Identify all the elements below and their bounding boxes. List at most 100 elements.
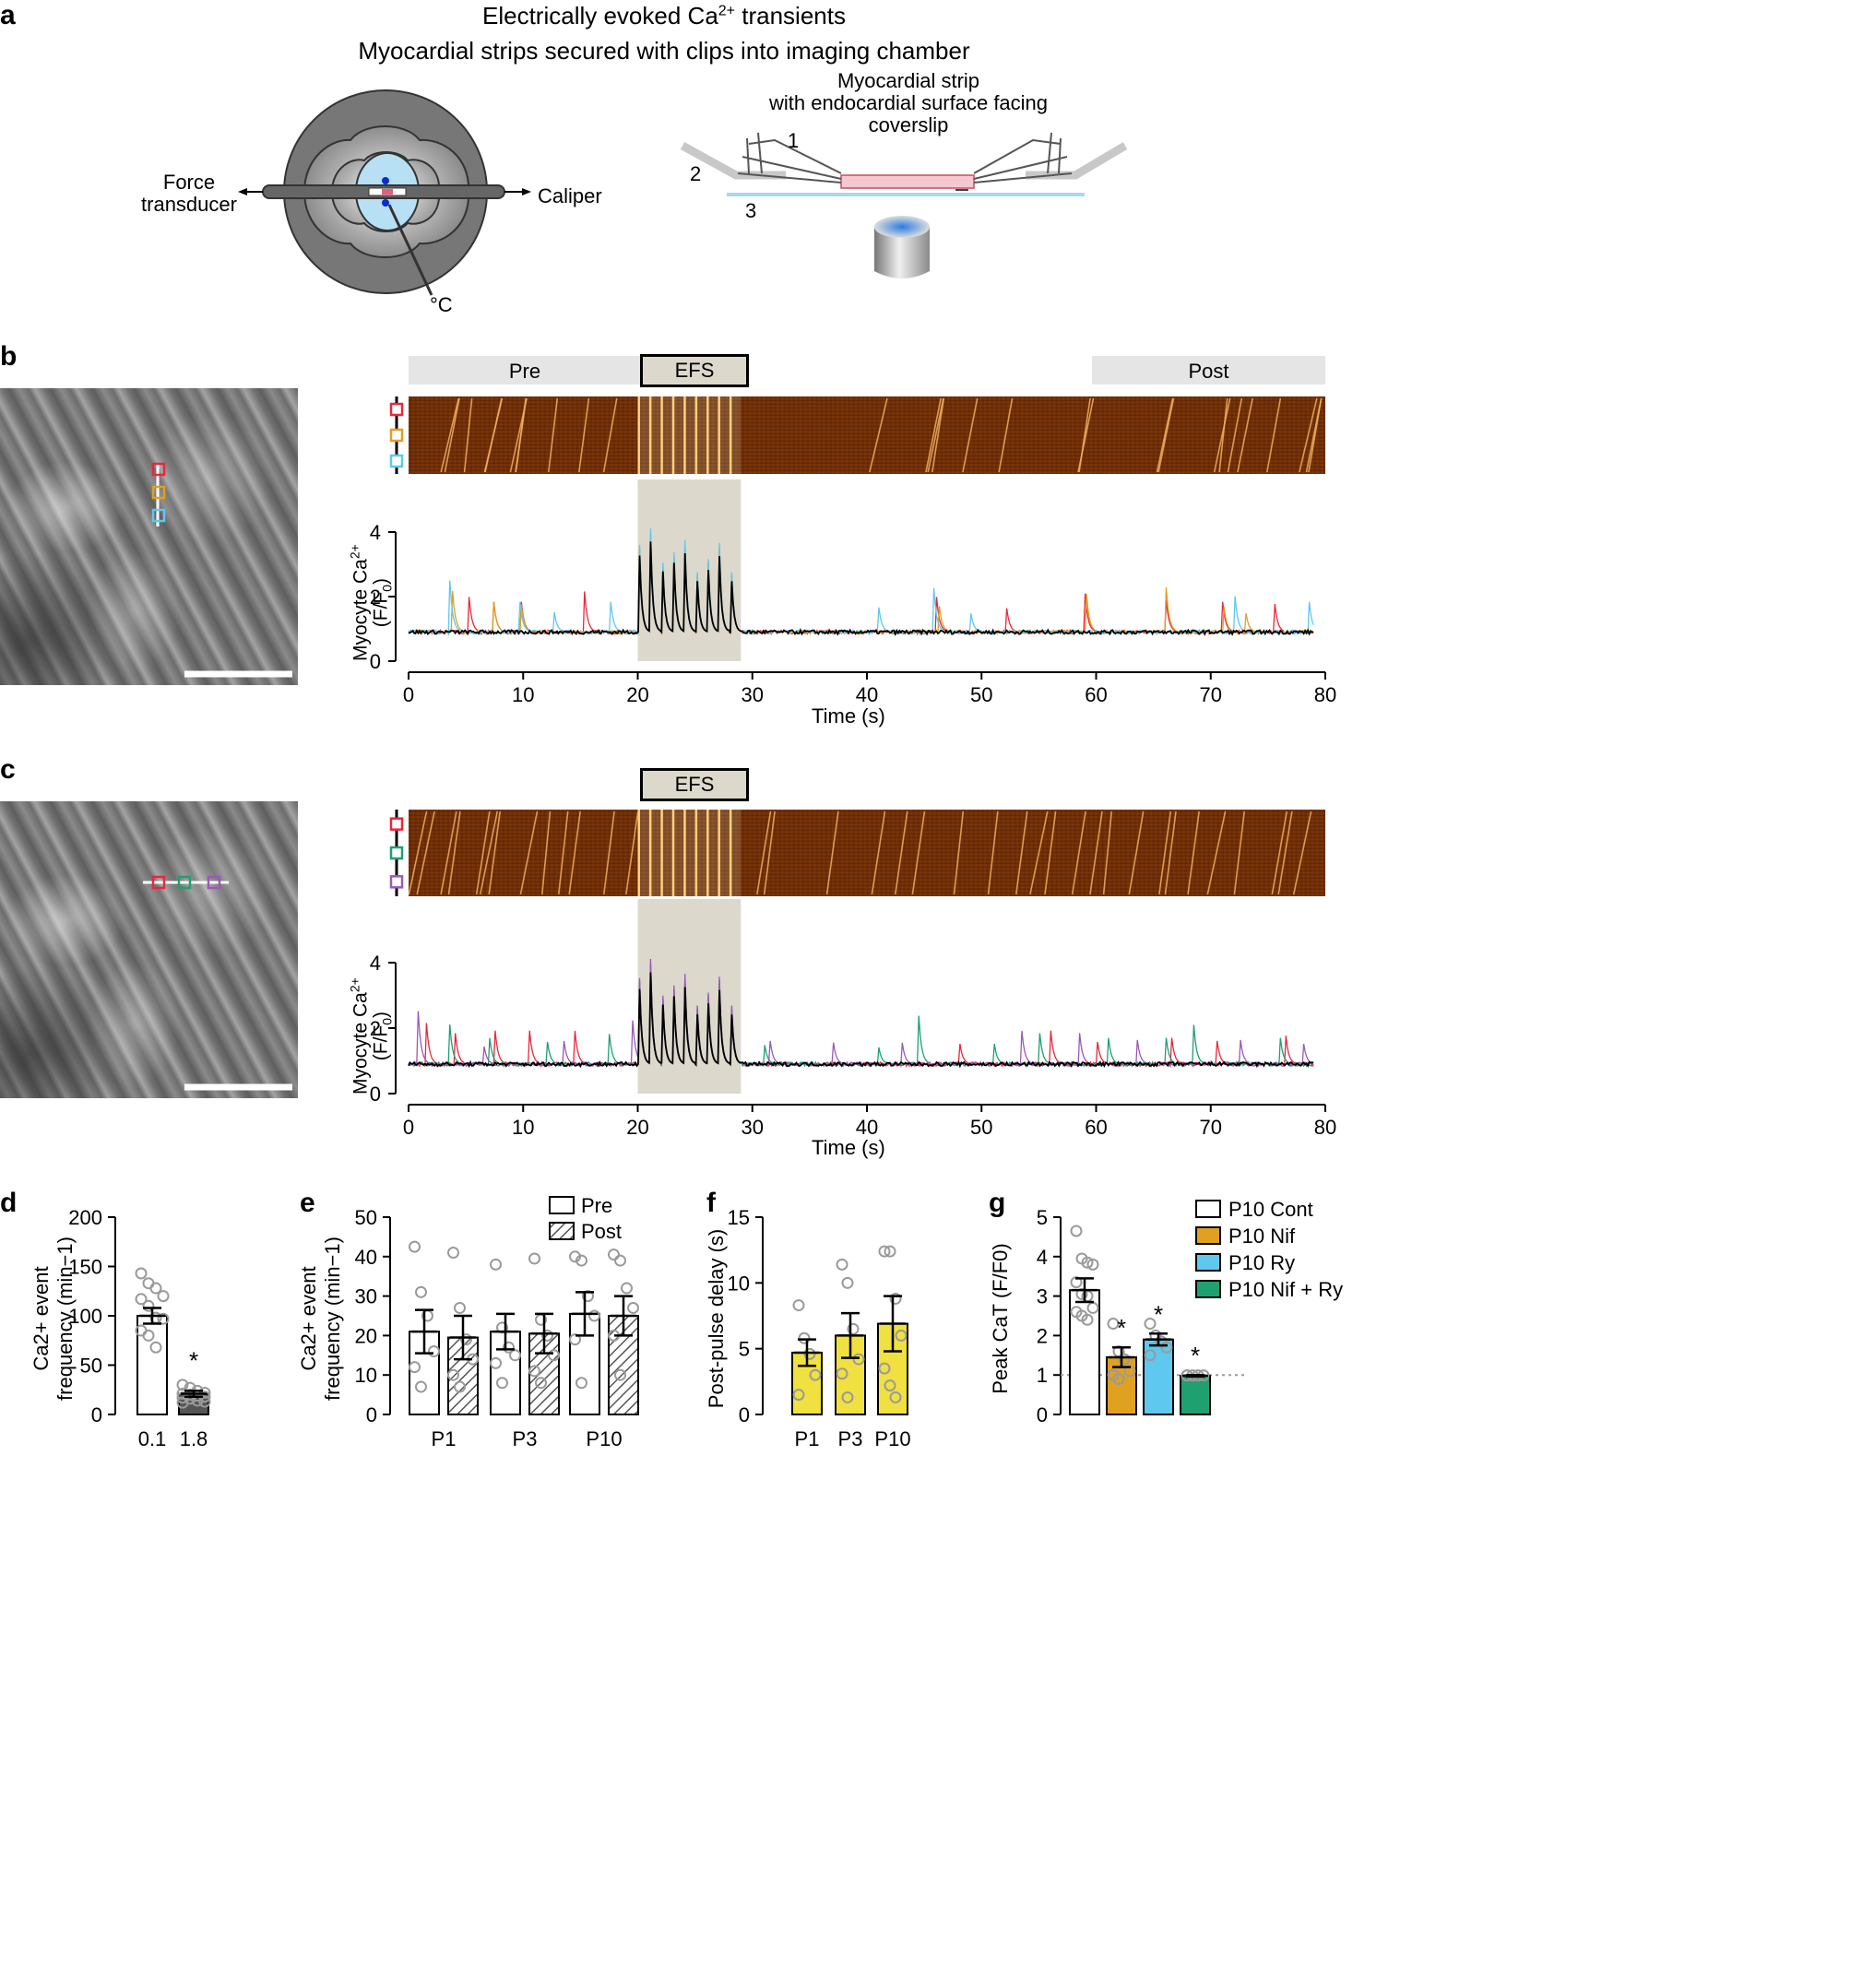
data-point xyxy=(1086,1258,1099,1271)
data-point xyxy=(847,1322,860,1335)
x-tick-label: 80 xyxy=(1314,1116,1336,1139)
y-tick-label: 50 xyxy=(80,1355,102,1378)
data-point xyxy=(142,1329,155,1342)
kymo-spark xyxy=(825,811,839,895)
roi-marker-red xyxy=(151,462,166,477)
data-point xyxy=(415,1285,427,1298)
y-tick-label: 0 xyxy=(1037,1403,1048,1426)
kymo-spark xyxy=(440,811,457,895)
label-2: 2 xyxy=(690,162,702,185)
panel-label-a: a xyxy=(0,0,16,30)
label-1: 1 xyxy=(788,129,800,152)
bar-chart-d: 0 50 100 150 200 0.1 1.8 * Ca2+ event frequency (… xyxy=(30,1206,211,1450)
y-tick-label: 10 xyxy=(355,1364,377,1387)
legend-swatch xyxy=(1195,1226,1221,1245)
data-point xyxy=(798,1331,811,1344)
data-point xyxy=(409,1240,421,1253)
kymo-spark xyxy=(925,397,942,473)
data-point xyxy=(1112,1372,1125,1385)
kymo-spark xyxy=(475,811,491,895)
x-tick-label: 0.1 xyxy=(138,1427,167,1450)
legend-swatch xyxy=(1195,1280,1221,1298)
panel-label-g: g xyxy=(989,1188,1006,1218)
data-point xyxy=(142,1299,155,1312)
panel-a-title: Electrically evoked Ca2+ transients xyxy=(482,2,846,30)
significance-star: * xyxy=(1154,1300,1163,1328)
micrograph-b xyxy=(0,388,298,685)
data-point xyxy=(490,1356,502,1369)
y-tick-label: 10 xyxy=(728,1272,750,1295)
x-tick-label: 20 xyxy=(626,1116,648,1139)
kymo-spark xyxy=(1102,811,1113,895)
efs-shade xyxy=(637,899,742,1094)
kymo-spark xyxy=(869,397,888,473)
bar-chart-f: 0 5 10 15 P1 P3 P10 Post-pulse delay (s) xyxy=(705,1206,911,1450)
data-point xyxy=(548,1349,560,1362)
x-tick-label: P10 xyxy=(586,1427,622,1450)
kymo-spark xyxy=(1218,397,1228,473)
data-point xyxy=(614,1368,626,1381)
y-tick-label: 2 xyxy=(1037,1324,1048,1347)
y-tick-label: 0 xyxy=(739,1403,750,1426)
legend-swatch xyxy=(549,1196,575,1214)
kymo-spark xyxy=(1277,811,1293,895)
kymo-roi-marker xyxy=(389,454,404,468)
kymo-spark xyxy=(987,811,999,895)
temperature-label: °C xyxy=(430,293,453,316)
trace-series xyxy=(408,534,1314,636)
data-point xyxy=(535,1377,547,1390)
data-point xyxy=(895,1329,908,1342)
micrograph-c-overlay xyxy=(143,875,292,1091)
pre-band xyxy=(409,356,641,385)
legend-swatch xyxy=(1195,1253,1221,1272)
efs-box-b: EFS xyxy=(640,354,749,387)
data-point xyxy=(135,1267,148,1280)
x-tick-label: P3 xyxy=(838,1427,863,1450)
panel-label-d: d xyxy=(0,1188,18,1218)
data-point xyxy=(509,1349,521,1362)
data-point xyxy=(614,1254,626,1267)
objective-icon xyxy=(874,216,930,278)
data-point xyxy=(149,1282,162,1295)
x-tick-label: P1 xyxy=(432,1427,457,1450)
x-tick-label: 60 xyxy=(1085,683,1107,706)
trace-series xyxy=(408,528,1314,636)
y-tick-label: 4 xyxy=(1037,1246,1048,1269)
significance-star: * xyxy=(189,1346,198,1374)
trace-series xyxy=(408,962,1314,1069)
data-point xyxy=(1107,1318,1120,1331)
data-point xyxy=(528,1252,540,1265)
micrograph-c xyxy=(0,801,298,1098)
panel-label-f: f xyxy=(706,1188,716,1218)
legend-label: Pre xyxy=(581,1194,612,1217)
data-point xyxy=(878,1362,891,1375)
data-point xyxy=(852,1353,865,1366)
kymo-spark xyxy=(1157,397,1175,473)
kymo-spark xyxy=(927,397,944,473)
y-axis-label: Ca2+ event frequency (min−1) xyxy=(297,1237,344,1401)
kymo-spark xyxy=(557,811,569,895)
data-point xyxy=(454,1380,466,1393)
kymo-roi-marker xyxy=(389,428,404,443)
post-band xyxy=(1092,356,1325,385)
legend-label: Post xyxy=(581,1220,622,1243)
kymo-spark xyxy=(603,811,615,895)
data-point xyxy=(809,1368,822,1381)
y-tick-label: 2 xyxy=(370,1017,381,1040)
bar xyxy=(791,1351,823,1416)
legend-label: P10 Ry xyxy=(1228,1251,1295,1274)
roi-marker-red-c xyxy=(151,875,166,890)
x-tick-label: 0 xyxy=(403,1116,414,1139)
bar xyxy=(608,1315,639,1415)
panel-label-b: b xyxy=(0,341,18,372)
y-axis-label-line: Ca2+ event xyxy=(297,1266,320,1370)
data-point xyxy=(460,1333,472,1346)
kymo-spark xyxy=(1089,811,1103,895)
kymo-spark xyxy=(871,811,886,895)
kymo-roi-marker xyxy=(389,817,404,831)
kymo-spark xyxy=(540,811,552,895)
y-tick-label: 3 xyxy=(1037,1285,1048,1308)
kymo-spark xyxy=(447,811,461,895)
x-tick-label: 60 xyxy=(1085,1116,1107,1139)
x-tick-label: 0 xyxy=(403,683,414,706)
